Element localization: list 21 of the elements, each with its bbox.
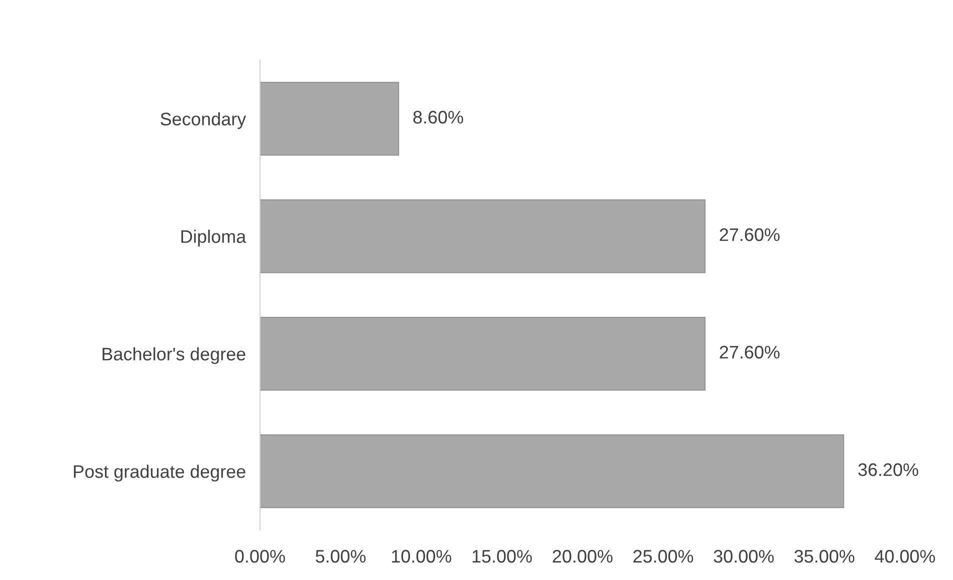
y-tick-label: Diploma [181, 230, 246, 247]
bar [260, 82, 400, 156]
x-tick-label: 25.00% [633, 550, 694, 563]
bar [260, 316, 706, 391]
bar [260, 434, 844, 508]
x-tick-label: 10.00% [392, 550, 452, 563]
x-tick-label: 20.00% [552, 550, 612, 563]
y-tick-label: Post graduate degree [74, 464, 246, 482]
data-label: 8.60% [413, 110, 464, 124]
data-label: 27.60% [720, 228, 780, 242]
x-tick-label: 40.00% [874, 550, 935, 563]
x-tick-label: 35.00% [794, 550, 854, 563]
y-tick-label: Secondary [160, 112, 246, 130]
bar [260, 199, 706, 274]
x-tick-label: 0.00% [235, 550, 285, 563]
y-tick-label: Bachelor's degree [102, 347, 246, 364]
x-tick-label: 30.00% [714, 550, 774, 563]
x-tick-label: 5.00% [316, 550, 366, 563]
x-tick-label: 15.00% [472, 550, 532, 563]
data-label: 27.60% [720, 346, 780, 359]
data-label: 36.20% [858, 463, 918, 476]
